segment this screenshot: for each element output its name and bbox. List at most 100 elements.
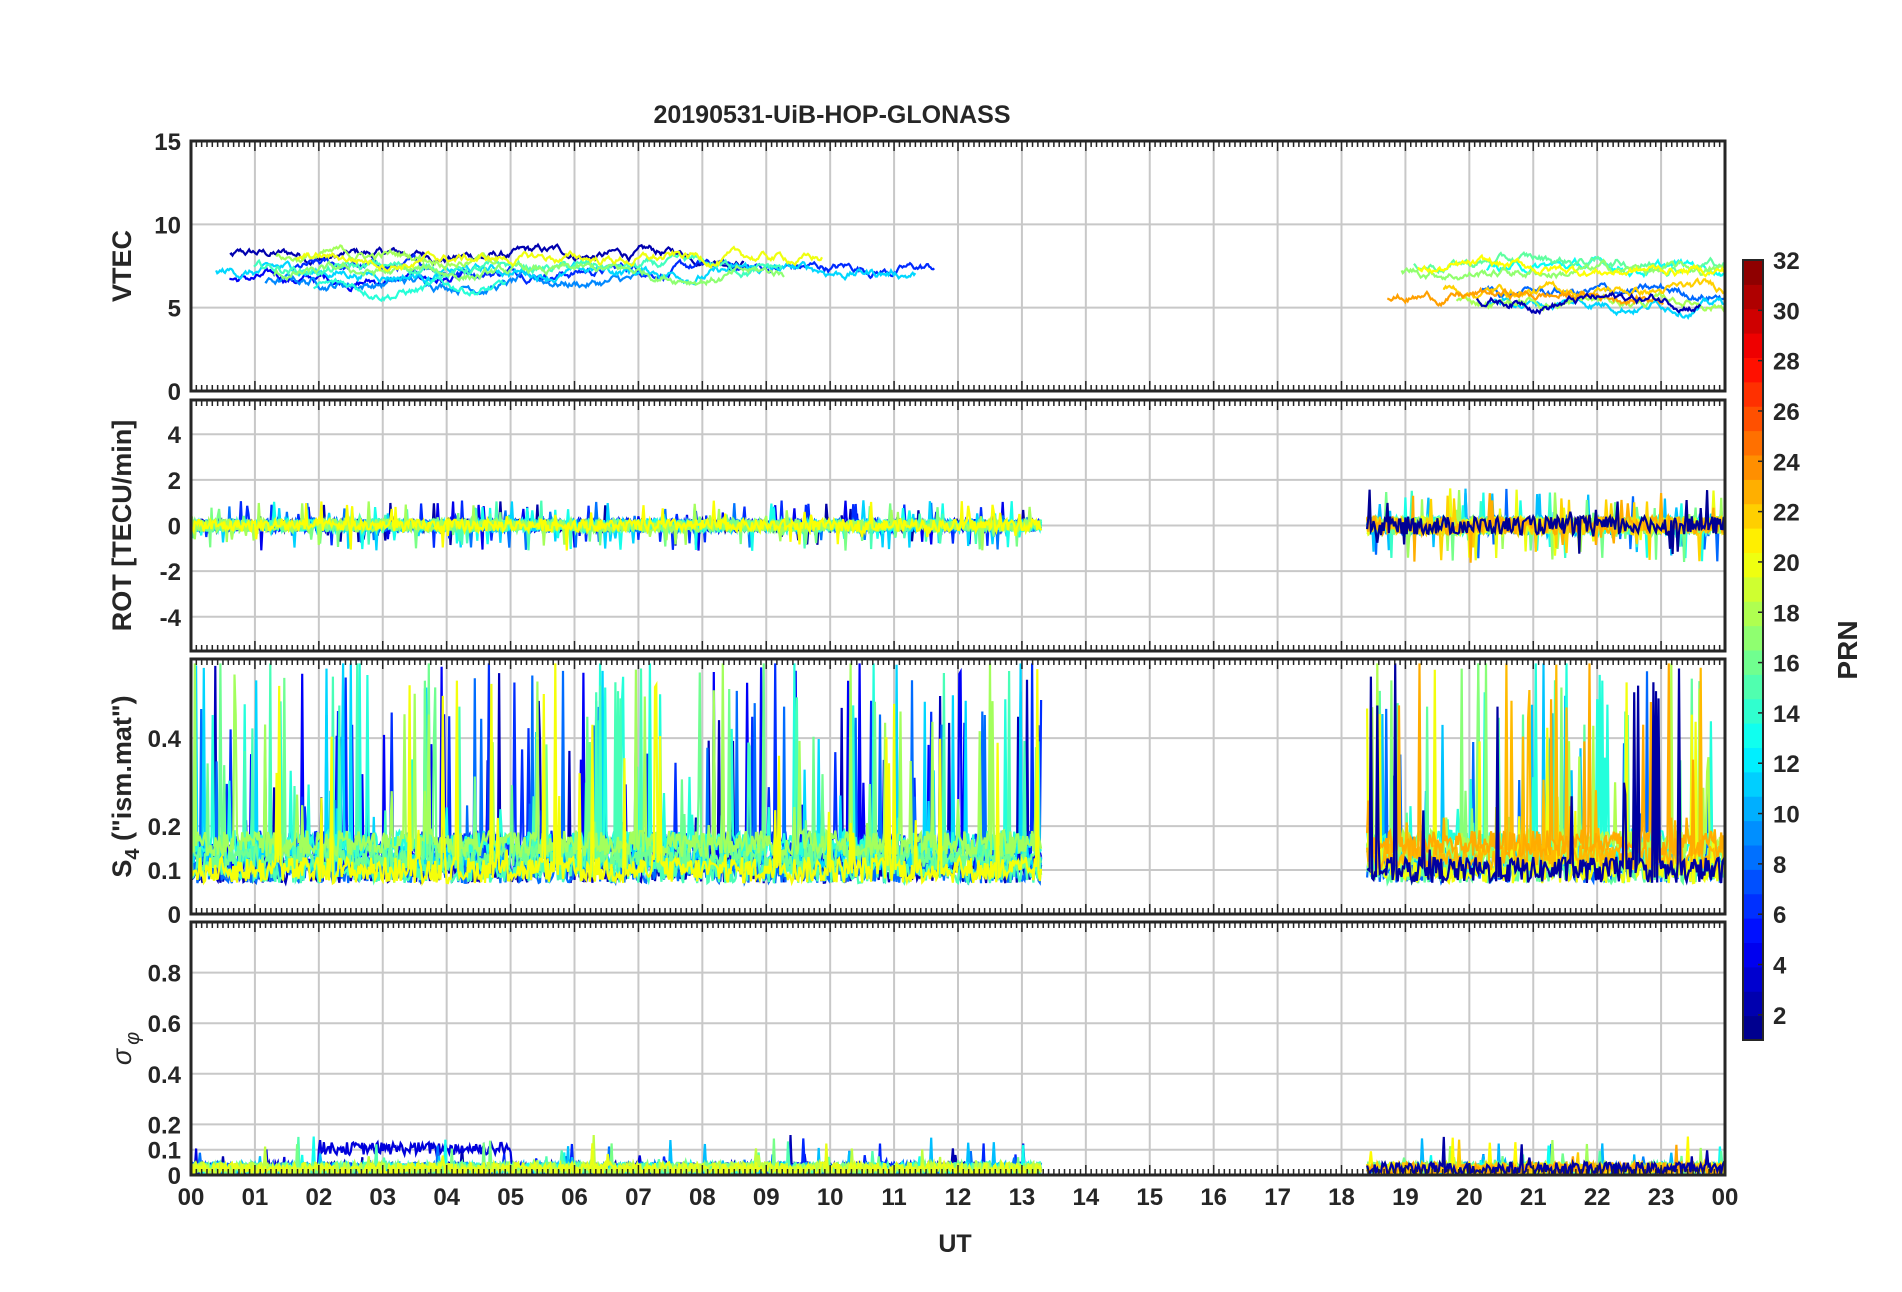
colorbar-band <box>1743 455 1763 480</box>
y-axis-label: σφ <box>107 1032 144 1065</box>
colorbar-band <box>1743 674 1763 700</box>
colorbar-band <box>1743 966 1763 992</box>
colorbar-tick-label: 18 <box>1773 600 1800 627</box>
colorbar-tick-label: 8 <box>1773 852 1786 879</box>
x-tick-label: 00 <box>1712 1184 1739 1211</box>
series-line <box>264 269 646 297</box>
x-tick-label: 13 <box>1009 1184 1036 1211</box>
y-tick-label: 15 <box>154 129 181 156</box>
colorbar-band <box>1743 1015 1763 1041</box>
colorbar-label: PRN <box>1832 620 1863 679</box>
series-line <box>1413 250 1725 278</box>
grid-vtec <box>191 140 1725 391</box>
series-vtec <box>215 242 1725 321</box>
y-tick-label: 0.2 <box>148 1112 181 1139</box>
y-tick-label: 0.1 <box>148 858 181 885</box>
x-tick-label: 05 <box>497 1184 524 1211</box>
colorbar-band <box>1743 625 1763 651</box>
colorbar-frame <box>1742 259 1764 1041</box>
colorbar-band <box>1743 333 1763 358</box>
grid-sigma_phi <box>191 922 1725 1175</box>
colorbar-band <box>1743 381 1763 407</box>
series-sigma_phi <box>191 1134 1725 1175</box>
colorbar-band <box>1743 430 1763 456</box>
colorbar-tick-label: 12 <box>1773 751 1800 778</box>
x-tick-label: 23 <box>1648 1184 1675 1211</box>
y-axis-label: S4 ("ism.mat") <box>107 695 144 877</box>
colorbar-band <box>1743 747 1763 773</box>
series-line <box>191 663 1043 887</box>
colorbar-band <box>1743 650 1763 675</box>
colorbar-band <box>1743 991 1763 1017</box>
colorbar-band <box>1743 479 1763 505</box>
x-tick-label: 15 <box>1136 1184 1163 1211</box>
y-tick-label: 0.8 <box>148 961 181 988</box>
y-tick-label: -2 <box>160 559 181 586</box>
x-tick-label: 11 <box>881 1184 906 1211</box>
x-tick-label: 21 <box>1520 1184 1547 1211</box>
colorbar-band <box>1743 820 1763 846</box>
series-line <box>1400 258 1725 281</box>
x-tick-label: 03 <box>369 1184 396 1211</box>
x-tick-label: 17 <box>1264 1184 1291 1211</box>
colorbar-band <box>1743 552 1763 578</box>
panel-rot: -4 -2 0 2 4 ROT [TECU/min] <box>107 398 1727 653</box>
x-tick-label: 08 <box>689 1184 716 1211</box>
x-tick-label: 07 <box>625 1184 652 1211</box>
series-line <box>1487 296 1725 321</box>
y-axis-label: ROT [TECU/min] <box>107 420 137 631</box>
x-tick-label: 06 <box>561 1184 588 1211</box>
y-tick-label: 0 <box>168 514 181 541</box>
series-line <box>295 245 823 272</box>
colorbar-tick-label: 24 <box>1773 449 1800 476</box>
x-minor-ticks <box>190 922 1726 1175</box>
series-line <box>191 500 1043 551</box>
x-minor-ticks <box>190 659 1726 914</box>
x-tick-label: 22 <box>1584 1184 1611 1211</box>
colorbar-tick-label: 28 <box>1773 349 1800 376</box>
x-axis: 00 01 02 03 04 05 06 07 08 09 10 11 12 13 14 15 16 17 18 19… <box>178 1184 1739 1211</box>
x-minor-ticks <box>190 400 1726 651</box>
colorbar-band <box>1743 942 1763 968</box>
x-tick-label: 19 <box>1392 1184 1419 1211</box>
colorbar-band <box>1743 796 1763 822</box>
colorbar-band <box>1743 869 1763 895</box>
series-line <box>273 259 785 287</box>
y-tick-label: 4 <box>168 422 182 449</box>
series-line <box>215 260 917 286</box>
y-tick-label: 0 <box>168 379 181 406</box>
panel-sigma_phi: 00.10.2 0.4 0.6 0.8 σφ <box>107 920 1727 1190</box>
series-line <box>1366 663 1725 886</box>
colorbar-tick-label: 10 <box>1773 802 1800 829</box>
colorbar-tick-label: 22 <box>1773 500 1800 527</box>
y-axis-label: VTEC <box>107 230 137 302</box>
colorbar-tick-label: 32 <box>1773 248 1800 275</box>
series-line <box>1386 286 1664 308</box>
series-s4 <box>191 663 1725 887</box>
colorbar-band <box>1743 528 1763 553</box>
colorbar-tick-label: 16 <box>1773 651 1800 678</box>
y-tick-label: 5 <box>168 296 181 323</box>
colorbar-band <box>1743 723 1763 748</box>
y-tick-label: 0.6 <box>148 1011 181 1038</box>
y-tick-label: 0.1 <box>148 1138 181 1165</box>
colorbar-tick-label: 26 <box>1773 399 1800 426</box>
colorbar-band <box>1743 918 1763 943</box>
x-minor-ticks <box>190 141 1726 391</box>
colorbar-band <box>1743 357 1763 383</box>
colorbar-tick-label: 2 <box>1773 1003 1786 1030</box>
series-line <box>1417 253 1725 278</box>
colorbar-tick-label: 4 <box>1773 953 1787 980</box>
panel-s4: 0 0.1 0.2 0.4S4 ("ism.mat") <box>107 657 1727 929</box>
series-line <box>1366 663 1725 859</box>
colorbar-band <box>1743 260 1763 285</box>
y-tick-label: 2 <box>168 468 181 495</box>
y-tick-label: 10 <box>154 212 181 239</box>
colorbar-band <box>1743 576 1763 602</box>
colorbar-band <box>1743 845 1763 870</box>
colorbar-band <box>1743 698 1763 724</box>
y-tick-label: 0 <box>168 1163 181 1190</box>
colorbar-band <box>1743 308 1763 334</box>
